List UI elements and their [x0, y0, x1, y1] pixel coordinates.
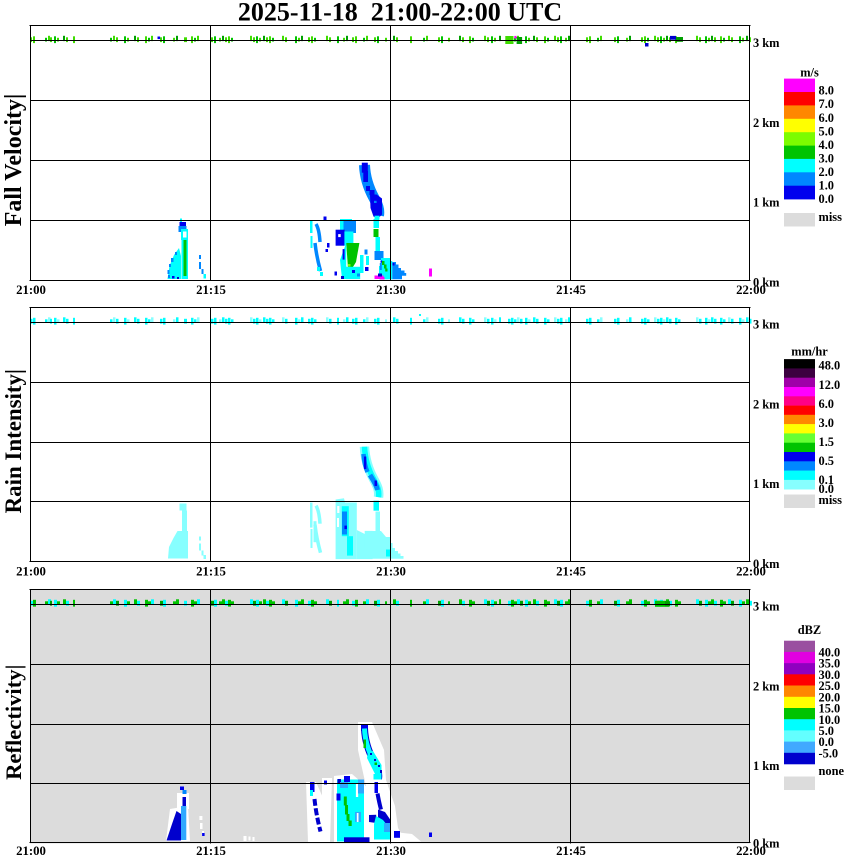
svg-text:6.0: 6.0	[819, 111, 835, 125]
svg-text:miss: miss	[819, 493, 843, 507]
svg-text:12.0: 12.0	[819, 378, 841, 392]
svg-text:mm/hr: mm/hr	[791, 345, 828, 359]
svg-text:22:00: 22:00	[736, 565, 766, 579]
svg-text:30.0: 30.0	[819, 668, 841, 682]
svg-text:7.0: 7.0	[819, 97, 835, 111]
svg-text:0.0: 0.0	[819, 735, 835, 749]
svg-text:21:00: 21:00	[16, 283, 46, 297]
svg-text:2 km: 2 km	[753, 116, 780, 130]
svg-text:25.0: 25.0	[819, 679, 841, 693]
svg-text:1 km: 1 km	[753, 196, 780, 210]
svg-text:1 km: 1 km	[753, 477, 780, 491]
svg-text:21:00: 21:00	[16, 844, 46, 858]
svg-text:0.0: 0.0	[819, 192, 835, 206]
svg-text:1 km: 1 km	[753, 759, 780, 773]
svg-text:15.0: 15.0	[819, 702, 841, 716]
svg-text:2 km: 2 km	[753, 679, 780, 693]
svg-text:5.0: 5.0	[819, 124, 835, 138]
svg-text:21:45: 21:45	[556, 565, 586, 579]
svg-text:1.0: 1.0	[819, 179, 835, 193]
svg-text:22:00: 22:00	[736, 844, 766, 858]
svg-text:22:00: 22:00	[736, 283, 766, 297]
svg-text:0.1: 0.1	[819, 473, 835, 487]
svg-text:Reflectivity|: Reflectivity|	[1, 665, 26, 780]
svg-text:2.0: 2.0	[819, 165, 835, 179]
svg-text:0 km: 0 km	[753, 557, 780, 571]
svg-text:2 km: 2 km	[753, 397, 780, 411]
svg-text:6.0: 6.0	[819, 397, 835, 411]
svg-text:0.0: 0.0	[819, 482, 835, 496]
svg-text:0 km: 0 km	[753, 276, 780, 290]
svg-text:Fall Velocity|: Fall Velocity|	[1, 94, 27, 227]
svg-text:1.5: 1.5	[819, 435, 835, 449]
svg-text:2025-11-18 21:00-22:00 UTC: 2025-11-18 21:00-22:00 UTC	[238, 0, 562, 27]
svg-text:3 km: 3 km	[753, 599, 780, 613]
svg-text:10.0: 10.0	[819, 713, 841, 727]
svg-text:21:30: 21:30	[376, 565, 406, 579]
svg-text:0 km: 0 km	[753, 837, 780, 851]
svg-text:21:30: 21:30	[376, 283, 406, 297]
svg-text:none: none	[819, 764, 845, 778]
svg-text:8.0: 8.0	[819, 84, 835, 98]
svg-text:3 km: 3 km	[753, 317, 780, 331]
svg-text:20.0: 20.0	[819, 690, 841, 704]
svg-text:48.0: 48.0	[819, 359, 841, 373]
svg-text:35.0: 35.0	[819, 657, 841, 671]
svg-text:4.0: 4.0	[819, 138, 835, 152]
svg-text:0.5: 0.5	[819, 454, 835, 468]
svg-text:21:15: 21:15	[196, 283, 226, 297]
svg-text:40.0: 40.0	[819, 646, 841, 660]
svg-text:21:45: 21:45	[556, 844, 586, 858]
svg-text:21:00: 21:00	[16, 565, 46, 579]
svg-text:miss: miss	[819, 210, 843, 224]
svg-text:21:15: 21:15	[196, 844, 226, 858]
svg-text:5.0: 5.0	[819, 724, 835, 738]
svg-text:3.0: 3.0	[819, 416, 835, 430]
svg-text:Rain Intensity|: Rain Intensity|	[1, 369, 26, 513]
svg-text:-5.0: -5.0	[819, 746, 839, 760]
svg-text:21:15: 21:15	[196, 565, 226, 579]
svg-text:3.0: 3.0	[819, 151, 835, 165]
svg-text:dBZ: dBZ	[798, 623, 821, 637]
svg-text:21:30: 21:30	[376, 844, 406, 858]
svg-text:3 km: 3 km	[753, 36, 780, 50]
svg-text:21:45: 21:45	[556, 283, 586, 297]
svg-text:m/s: m/s	[800, 66, 819, 80]
